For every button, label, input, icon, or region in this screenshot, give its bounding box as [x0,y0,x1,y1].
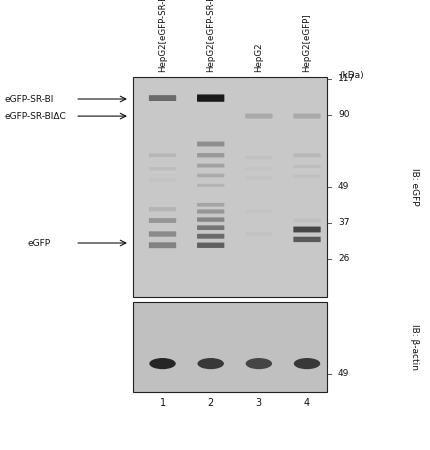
Text: eGFP: eGFP [28,238,51,248]
FancyBboxPatch shape [293,219,321,222]
FancyBboxPatch shape [293,175,321,178]
Text: 4: 4 [304,398,310,408]
Text: HepG2: HepG2 [255,42,263,72]
FancyBboxPatch shape [245,210,273,213]
Text: 49: 49 [338,369,349,378]
FancyBboxPatch shape [149,231,176,237]
Text: 37: 37 [338,218,350,227]
FancyBboxPatch shape [149,242,176,248]
FancyBboxPatch shape [149,167,176,171]
FancyBboxPatch shape [197,243,224,248]
FancyBboxPatch shape [197,142,224,146]
Text: IB: eGFP: IB: eGFP [411,168,419,206]
Ellipse shape [197,358,224,369]
FancyBboxPatch shape [293,165,321,168]
Text: eGFP-SR-BIΔC: eGFP-SR-BIΔC [4,112,66,121]
Text: 3: 3 [256,398,262,408]
FancyBboxPatch shape [293,237,321,242]
Text: 117: 117 [338,74,355,83]
FancyBboxPatch shape [197,184,224,187]
FancyBboxPatch shape [197,174,224,177]
FancyBboxPatch shape [197,164,224,167]
FancyBboxPatch shape [197,203,224,207]
FancyBboxPatch shape [149,153,176,157]
FancyBboxPatch shape [149,179,176,181]
Text: eGFP-SR-BI: eGFP-SR-BI [4,94,54,104]
Bar [133,302,327,392]
FancyBboxPatch shape [197,234,224,238]
FancyBboxPatch shape [149,95,176,101]
Text: 90: 90 [338,110,350,119]
Text: 26: 26 [338,254,349,263]
FancyBboxPatch shape [293,153,321,157]
Ellipse shape [149,358,176,369]
FancyBboxPatch shape [197,225,224,230]
Ellipse shape [294,358,320,369]
FancyBboxPatch shape [149,218,176,223]
Text: (kDa): (kDa) [339,71,364,80]
FancyBboxPatch shape [245,167,273,170]
FancyBboxPatch shape [245,114,273,118]
Ellipse shape [246,358,272,369]
FancyBboxPatch shape [245,156,273,159]
Text: HepG2[eGFP-SR-BI-ΔC]: HepG2[eGFP-SR-BI-ΔC] [206,0,215,72]
Text: 1: 1 [160,398,166,408]
Text: IB: β-actin: IB: β-actin [411,324,419,370]
Text: HepG2[eGFP]: HepG2[eGFP] [303,14,311,72]
FancyBboxPatch shape [293,226,321,232]
Bar [133,76,327,297]
Text: 2: 2 [208,398,214,408]
FancyBboxPatch shape [197,153,224,157]
Text: 49: 49 [338,182,349,191]
FancyBboxPatch shape [149,207,176,211]
FancyBboxPatch shape [197,209,224,214]
FancyBboxPatch shape [197,94,224,102]
FancyBboxPatch shape [197,217,224,222]
Text: HepG2[eGFP-SR-BI]: HepG2[eGFP-SR-BI] [158,0,167,72]
FancyBboxPatch shape [245,232,273,236]
FancyBboxPatch shape [245,176,273,179]
FancyBboxPatch shape [293,114,321,118]
